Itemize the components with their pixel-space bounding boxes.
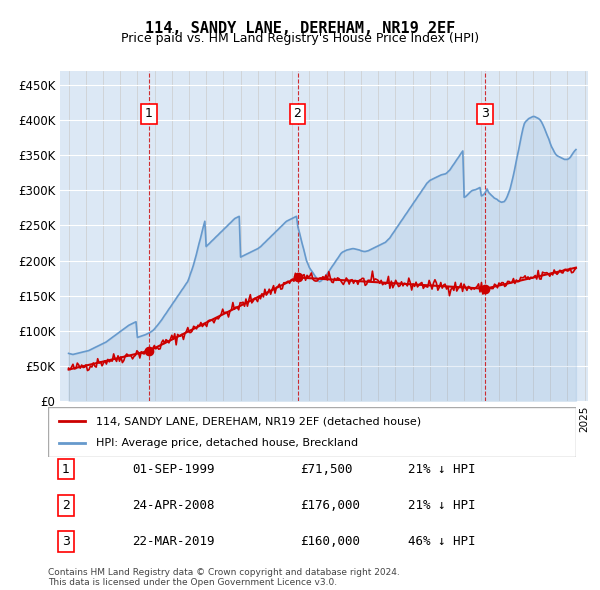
Text: £176,000: £176,000 — [300, 499, 360, 512]
Text: 2: 2 — [62, 499, 70, 512]
Text: 1: 1 — [62, 463, 70, 476]
Text: 2: 2 — [293, 107, 301, 120]
Text: 21% ↓ HPI: 21% ↓ HPI — [408, 499, 476, 512]
Text: 3: 3 — [62, 535, 70, 548]
FancyBboxPatch shape — [48, 407, 576, 457]
Text: 01-SEP-1999: 01-SEP-1999 — [132, 463, 215, 476]
Text: 1: 1 — [145, 107, 153, 120]
Text: 24-APR-2008: 24-APR-2008 — [132, 499, 215, 512]
Text: HPI: Average price, detached house, Breckland: HPI: Average price, detached house, Brec… — [95, 438, 358, 448]
Text: £160,000: £160,000 — [300, 535, 360, 548]
Text: 114, SANDY LANE, DEREHAM, NR19 2EF (detached house): 114, SANDY LANE, DEREHAM, NR19 2EF (deta… — [95, 416, 421, 426]
Text: Contains HM Land Registry data © Crown copyright and database right 2024.
This d: Contains HM Land Registry data © Crown c… — [48, 568, 400, 587]
Text: £71,500: £71,500 — [300, 463, 353, 476]
Text: 3: 3 — [481, 107, 489, 120]
Text: 46% ↓ HPI: 46% ↓ HPI — [408, 535, 476, 548]
Text: Price paid vs. HM Land Registry's House Price Index (HPI): Price paid vs. HM Land Registry's House … — [121, 32, 479, 45]
Text: 114, SANDY LANE, DEREHAM, NR19 2EF: 114, SANDY LANE, DEREHAM, NR19 2EF — [145, 21, 455, 35]
Text: 22-MAR-2019: 22-MAR-2019 — [132, 535, 215, 548]
Text: 21% ↓ HPI: 21% ↓ HPI — [408, 463, 476, 476]
